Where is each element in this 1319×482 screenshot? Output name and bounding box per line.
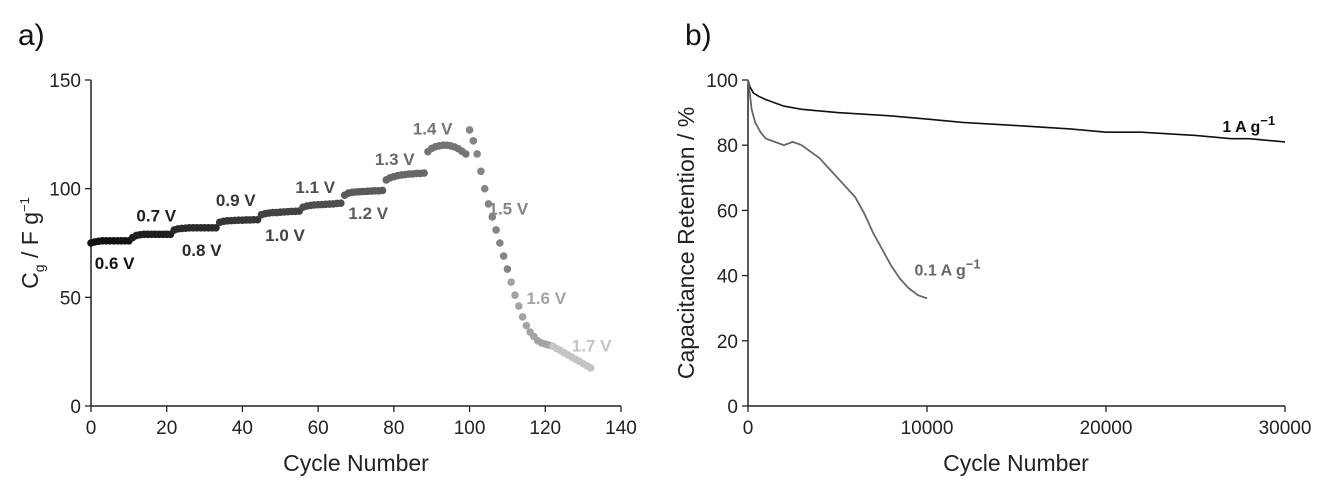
panel-a-data-point: [496, 239, 504, 247]
panel-b-series-labels: 1 A g−1 0.1 A g−1: [914, 113, 1275, 279]
panel-a-data-point: [586, 364, 595, 372]
panel-a-data-point: [420, 169, 428, 177]
panel-b-axes: 0 10000 20000 30000 0 20 40 60 80 100: [706, 71, 1311, 439]
panel-a-x-tick-label: 20: [156, 418, 177, 439]
panel-a-x-tick-label: 40: [232, 418, 253, 439]
panel-a-voltage-label: 1.3 V: [375, 150, 415, 169]
panel-a-data-point: [473, 150, 481, 158]
panel-b-y-tick-label: 40: [717, 267, 738, 288]
panel-a-voltage-label: 1.7 V: [572, 337, 612, 356]
panel-b-y-tick-label: 100: [706, 71, 738, 92]
panel-a-voltage-label: 1.4 V: [413, 119, 453, 138]
panel-a-voltage-label: 1.2 V: [348, 204, 388, 223]
panel-b-x-tick-label: 10000: [901, 418, 954, 439]
panel-a-voltage-label: 1.5 V: [489, 200, 529, 219]
panel-b-y-tick-label: 20: [717, 332, 738, 353]
panel-a-data-point: [488, 213, 497, 221]
panel-a-axes: 0 20 40 60 80 100 120 140 0 50 100 150: [49, 71, 637, 439]
panel-b-series-label: 0.1 A g−1: [914, 257, 980, 280]
panel-a-data-point: [518, 313, 527, 321]
panel-b-line-0-1-a-g: [747, 79, 928, 300]
panel-a-voltage-label: 0.7 V: [136, 206, 176, 225]
panel-b-y-tick-label: 60: [717, 201, 738, 222]
panel-a-data-point: [484, 200, 493, 208]
panel-a-y-tick-label: 100: [49, 180, 81, 201]
panel-a-x-tick-label: 60: [308, 418, 329, 439]
panel-a-data-point: [477, 167, 485, 176]
panel-a-data-point: [469, 137, 478, 145]
panel-a-x-axis-label: Cycle Number: [283, 450, 429, 476]
panel-a-x-tick-label: 140: [605, 418, 637, 439]
panel-a-points: [87, 126, 595, 372]
panel-a-voltage-labels: 0.6 V 0.7 V 0.8 V 0.9 V 1.0 V 1.1 V 1.2 V 1.3 V…: [95, 119, 612, 355]
panel-b-x-tick-label: 30000: [1259, 418, 1312, 439]
panel-a-data-point: [507, 278, 516, 286]
panel-a-data-point: [480, 184, 489, 193]
panel-a-x-tick-label: 100: [454, 418, 486, 439]
panel-a-y-tick-label: 150: [49, 71, 81, 92]
panel-a-voltage-label: 0.6 V: [95, 254, 135, 273]
panel-a-letter: a): [18, 19, 45, 52]
panel-a-voltage-label: 1.1 V: [295, 178, 335, 197]
panel-b-letter: b): [685, 19, 712, 52]
panel-a-data-point: [492, 226, 500, 234]
panel-b-y-tick-label: 80: [717, 136, 738, 157]
panel-a-x-tick-label: 80: [383, 418, 404, 439]
panel-b-x-axis-label: Cycle Number: [943, 450, 1089, 476]
panel-a-voltage-label: 1.0 V: [265, 226, 305, 245]
panel-a-data-point: [522, 321, 531, 330]
panel-a-x-tick-label: 0: [86, 418, 97, 439]
panel-a-voltage-label: 0.8 V: [182, 241, 222, 260]
panel-a-data-point: [514, 302, 523, 310]
panel-a-data-point: [378, 186, 387, 195]
panel-b-lines: [747, 79, 1286, 300]
panel-b-x-tick-label: 0: [743, 418, 754, 439]
panel-b-x-tick-label: 20000: [1080, 418, 1133, 439]
panel-a-y-tick-label: 50: [60, 288, 81, 309]
panel-a-data-point: [465, 126, 474, 134]
panel-a-y-axis-label: Cg / F g−1: [17, 197, 47, 289]
panel-a-data-point: [461, 150, 470, 158]
panel-b-y-axis-label: Capacitance Retention / %: [673, 107, 699, 379]
panel-a-data-point: [499, 252, 508, 260]
panel-b-y-tick-label: 0: [727, 397, 738, 418]
panel-a-data-point: [511, 291, 519, 299]
panel-b-line-1-a-g: [747, 79, 1286, 143]
panel-a-x-tick-label: 120: [529, 418, 561, 439]
panel-a-data-point: [503, 265, 512, 273]
panel-a-data-point: [337, 199, 345, 208]
panel-a-voltage-label: 0.9 V: [216, 191, 256, 210]
panel-b-series-label: 1 A g−1: [1222, 113, 1275, 136]
panel-a-y-tick-label: 0: [70, 397, 81, 418]
panel-a-voltage-label: 1.6 V: [526, 289, 566, 308]
panel-a-data-point: [212, 223, 220, 232]
panel-a: a) 0 20 40 60 80 100 120 140 0 50 100 150 0.6 V 0.7 …: [17, 19, 637, 476]
